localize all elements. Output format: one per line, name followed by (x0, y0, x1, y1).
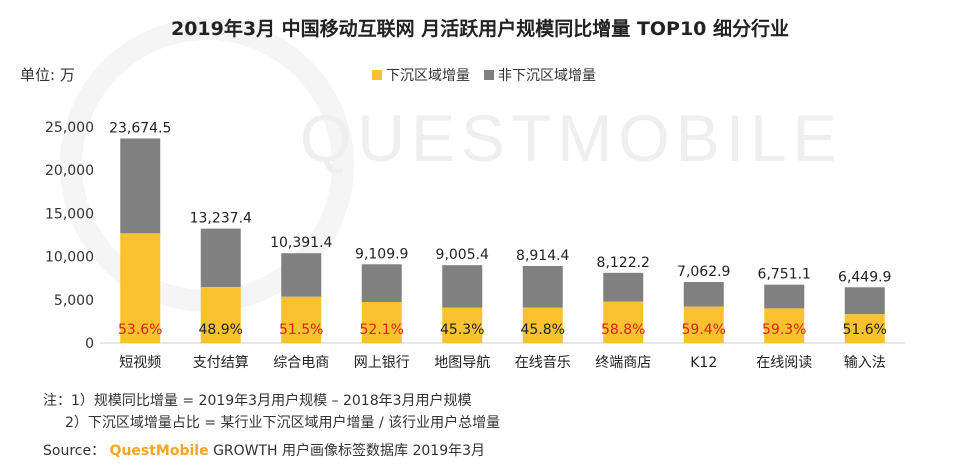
category-label: 终端商店 (595, 355, 651, 371)
bar-non-lower-tier (764, 284, 805, 309)
share-label: 51.5% (279, 322, 323, 338)
bar-lower-tier (200, 287, 241, 343)
category-label: 短视频 (119, 355, 161, 371)
bar-chart: 0 5,000 10,000 15,000 20,000 25,000 23,674.5 53… (45, 120, 905, 371)
bar-lower-tier (844, 314, 885, 343)
total-value-label: 9,005.4 (436, 247, 490, 263)
bar-non-lower-tier (522, 265, 563, 308)
y-tick-label: 0 (85, 336, 94, 352)
legend-swatch-lower-tier (372, 70, 382, 80)
share-label: 45.8% (521, 322, 565, 338)
y-tick-label: 5,000 (54, 293, 94, 309)
unit-label: 单位: 万 (20, 66, 75, 84)
y-tick-label: 10,000 (45, 250, 94, 266)
category-label: 在线阅读 (756, 354, 812, 371)
total-value-label: 9,109.9 (355, 246, 408, 262)
bar-non-lower-tier (281, 253, 322, 297)
bar-lower-tier (522, 307, 563, 343)
source-line: Source： QuestMobile GROWTH 用户画像标签数据库 201… (43, 440, 485, 460)
bar-lower-tier (281, 296, 322, 343)
footnote-1: 注：1）规模同比增量 = 2019年3月用户规模 – 2018年3月用户规模 (43, 393, 472, 409)
legend-item-non-lower-tier: 非下沉区域增量 (484, 65, 596, 85)
bar-lower-tier (361, 301, 402, 343)
category-label: 支付结算 (193, 355, 249, 371)
bar-non-lower-tier (844, 287, 885, 315)
share-label: 58.8% (601, 322, 645, 338)
bar-non-lower-tier (603, 272, 644, 302)
share-label: 59.4% (682, 322, 726, 338)
footnote-2: 2）下沉区域增量占比 = 某行业下沉区域用户增量 / 该行业用户总增量 (65, 415, 501, 431)
legend-label-lower-tier: 下沉区域增量 (386, 68, 470, 84)
y-tick-label: 20,000 (45, 163, 94, 179)
source-brand: QuestMobile (109, 443, 209, 459)
category-label: 在线音乐 (515, 354, 571, 371)
category-label: K12 (690, 355, 717, 371)
legend: 下沉区域增量 非下沉区域增量 (372, 65, 610, 85)
bar-non-lower-tier (120, 138, 161, 234)
total-value-label: 8,914.4 (516, 248, 570, 264)
bar-lower-tier (120, 233, 161, 343)
total-value-label: 6,751.1 (758, 267, 811, 283)
bar-lower-tier (603, 301, 644, 343)
share-label: 48.9% (199, 322, 243, 338)
category-label: 网上银行 (354, 355, 410, 371)
y-tick-label: 15,000 (45, 206, 94, 222)
bar-non-lower-tier (442, 265, 483, 308)
total-value-label: 8,122.2 (597, 255, 650, 271)
bar-non-lower-tier (683, 281, 724, 307)
total-value-label: 23,674.5 (109, 120, 171, 136)
share-label: 59.3% (762, 322, 806, 338)
total-value-label: 10,391.4 (270, 235, 332, 251)
total-value-label: 7,062.9 (677, 264, 730, 280)
bar-lower-tier (683, 306, 724, 343)
share-label: 45.3% (440, 322, 484, 338)
bar-non-lower-tier (200, 228, 241, 288)
share-label: 52.1% (360, 322, 404, 338)
category-label: 综合电商 (273, 355, 329, 371)
share-label: 53.6% (118, 322, 162, 338)
share-label: 51.6% (843, 322, 887, 338)
category-label: 地图导航 (434, 355, 490, 371)
bar-non-lower-tier (361, 264, 402, 302)
y-tick-label: 25,000 (45, 120, 94, 136)
source-suffix: GROWTH 用户画像标签数据库 2019年3月 (213, 443, 486, 459)
bar-lower-tier (764, 308, 805, 343)
total-value-label: 13,237.4 (190, 211, 252, 227)
legend-label-non-lower-tier: 非下沉区域增量 (498, 68, 596, 84)
bar-lower-tier (442, 307, 483, 343)
total-value-label: 6,449.9 (838, 269, 891, 285)
footnotes: 注：1）规模同比增量 = 2019年3月用户规模 – 2018年3月用户规模 2… (43, 390, 500, 434)
legend-swatch-non-lower-tier (484, 70, 494, 80)
source-prefix: Source： (43, 443, 106, 459)
legend-item-lower-tier: 下沉区域增量 (372, 65, 470, 85)
category-label: 输入法 (844, 355, 886, 371)
chart-title: 2019年3月 中国移动互联网 月活跃用户规模同比增量 TOP10 细分行业 (170, 18, 790, 40)
